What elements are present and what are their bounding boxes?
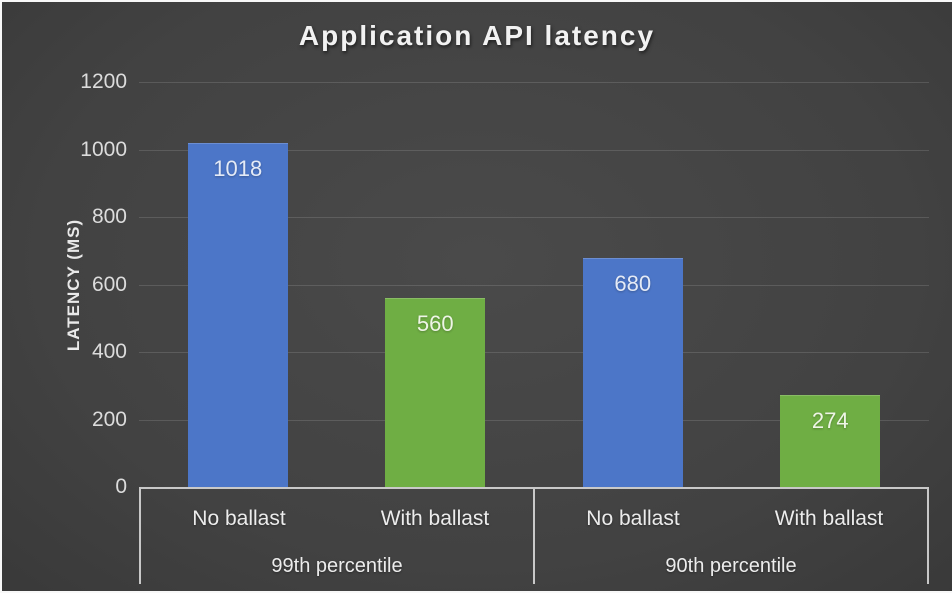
- category-group: No ballast With ballast 90th percentile: [533, 489, 927, 584]
- category-axis: No ballast With ballast 99th percentile No …: [139, 487, 929, 584]
- category-row: No ballast With ballast: [535, 489, 927, 549]
- bar-value-label: 274: [811, 407, 849, 433]
- bar-no-ballast: 1018: [187, 143, 288, 487]
- bar-with-ballast: 274: [780, 394, 881, 487]
- group-label: 99th percentile: [271, 555, 403, 577]
- category-row: No ballast With ballast: [141, 489, 533, 549]
- category-label: With ballast: [774, 507, 884, 530]
- gridline: [139, 82, 929, 83]
- gridline: [139, 284, 929, 286]
- bar-with-ballast: 560: [385, 298, 486, 487]
- bar-value-label: 1018: [213, 156, 263, 182]
- y-tick-label: 400: [91, 340, 127, 363]
- gridline: [139, 419, 929, 421]
- y-axis-ticks: 0 200 400 600 800 1000 1200: [2, 70, 127, 498]
- y-tick-label: 800: [91, 205, 127, 228]
- category-label: No ballast: [192, 507, 286, 530]
- category-label: No ballast: [586, 507, 680, 530]
- bar-value-label: 560: [416, 311, 454, 336]
- y-tick-label: 600: [91, 272, 127, 296]
- bar-no-ballast: 680: [582, 257, 683, 487]
- plot-area: 1018 560 680 274: [139, 82, 929, 487]
- y-tick-label: 1200: [80, 70, 127, 93]
- category-group: No ballast With ballast 99th percentile: [141, 489, 533, 584]
- gridline: [139, 352, 929, 353]
- y-tick-label: 200: [91, 407, 127, 431]
- gridline: [139, 149, 929, 151]
- gridline: [139, 217, 929, 218]
- group-label: 90th percentile: [665, 555, 797, 577]
- category-label: With ballast: [380, 507, 490, 530]
- chart-title: Application API latency: [298, 20, 656, 51]
- y-tick-label: 1000: [80, 137, 127, 161]
- y-tick-label: 0: [115, 475, 127, 498]
- bar-value-label: 680: [614, 270, 652, 296]
